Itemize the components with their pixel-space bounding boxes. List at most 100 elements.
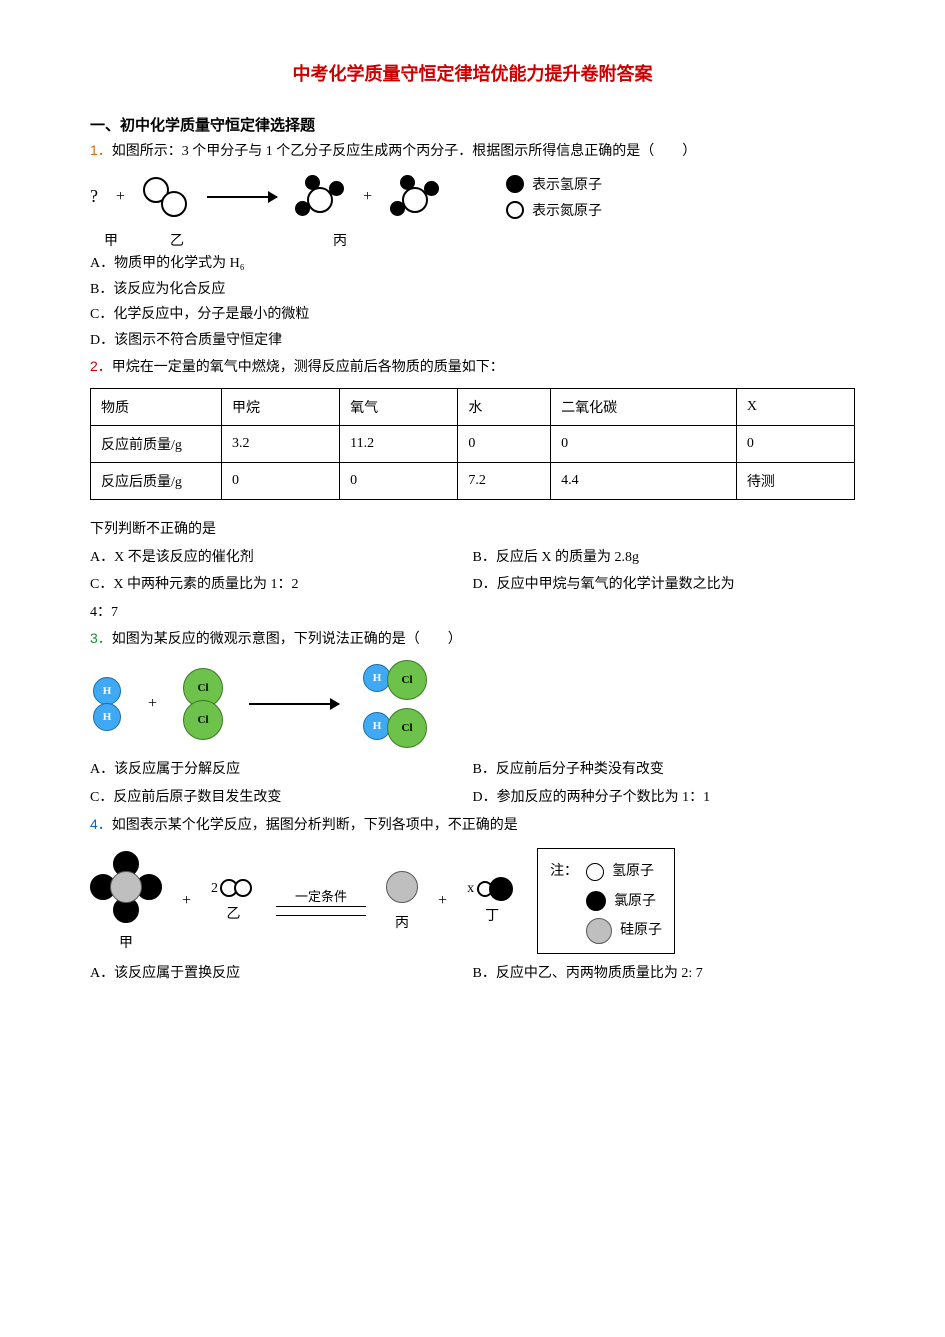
q2-choice-a: A．X 不是该反应的催化剂 <box>90 546 473 570</box>
coef-2: 2 <box>211 881 218 897</box>
row1-label: 反应前质量/g <box>91 425 222 462</box>
coef-x: x <box>467 881 474 897</box>
q1-choice-b: B．该反应为化合反应 <box>90 278 855 302</box>
h-atom-icon: H <box>93 677 121 705</box>
q1-mol-yi <box>143 177 189 217</box>
q2-choice-d-line2: 4：7 <box>90 601 855 625</box>
q1-choice-d: D．该图示不符合质量守恒定律 <box>90 329 855 353</box>
q2-choice-b: B．反应后 X 的质量为 2.8g <box>473 546 856 570</box>
label-ding: 丁 <box>467 905 517 925</box>
cell: 0 <box>736 425 854 462</box>
cl-atom-icon: Cl <box>183 700 223 740</box>
q1-legend: 表示氢原子 表示氮原子 <box>506 174 602 220</box>
legend-n: 表示氮原子 <box>532 200 602 220</box>
q2-choice-c: C．X 中两种元素的质量比为 1：2 <box>90 573 473 597</box>
hydrogen-atom-icon <box>506 175 524 193</box>
table-row: 反应前质量/g 3.2 11.2 0 0 0 <box>91 425 855 462</box>
q3-choice-c: C．反应前后原子数目发生改变 <box>90 786 473 810</box>
q4-mol-ding <box>477 877 517 901</box>
q1-number: 1． <box>90 142 112 158</box>
label-yi: 乙 <box>211 903 256 923</box>
q3-diagram: H H + Cl Cl H Cl H Cl <box>90 660 855 748</box>
q4-mol-bing <box>386 871 418 903</box>
label-jia: 甲 <box>90 932 162 952</box>
page-title: 中考化学质量守恒定律培优能力提升卷附答案 <box>90 60 855 86</box>
legend-intro: 注： <box>550 857 578 886</box>
q4-number: 4． <box>90 816 112 832</box>
label-bing: 丙 <box>300 230 380 250</box>
cl-atom-icon: Cl <box>387 660 427 700</box>
q2-choice-d: D．反应中甲烷与氧气的化学计量数之比为 <box>473 573 856 597</box>
q4-choice-b: B．反应中乙、丙两物质质量比为 2: 7 <box>473 962 856 986</box>
q4-legend: 注：氢原子 注：氯原子 注：硅原子 <box>537 848 675 954</box>
plus-sign: + <box>148 695 157 713</box>
plus-sign: + <box>438 892 447 910</box>
q2-text: 2．甲烷在一定量的氧气中燃烧，测得反应前后各物质的质量如下： <box>90 355 855 380</box>
q2-table: 物质 甲烷 氧气 水 二氧化碳 X 反应前质量/g 3.2 11.2 0 0 0… <box>90 388 855 500</box>
condition-label: 一定条件 <box>276 886 366 905</box>
q1-choice-c: C．化学反应中，分子是最小的微粒 <box>90 303 855 327</box>
label-bing: 丙 <box>386 912 418 932</box>
q3-choice-d: D．参加反应的两种分子个数比为 1：1 <box>473 786 856 810</box>
section-heading: 一、初中化学质量守恒定律选择题 <box>90 114 855 135</box>
legend-h: 氢原子 <box>612 857 654 886</box>
q3-mol-hcl-1: H Cl <box>363 660 433 700</box>
h-atom-icon: H <box>93 703 121 731</box>
q2-body: 甲烷在一定量的氧气中燃烧，测得反应前后各物质的质量如下： <box>112 360 504 375</box>
plus-sign: + <box>182 892 191 910</box>
label-yi: 乙 <box>154 230 200 250</box>
row2-label: 反应后质量/g <box>91 462 222 499</box>
th-co2: 二氧化碳 <box>551 388 737 425</box>
q3-text: 3．如图为某反应的微观示意图，下列说法正确的是（ ） <box>90 627 855 652</box>
cell: 4.4 <box>551 462 737 499</box>
q3-mol-cl2: Cl Cl <box>181 668 225 740</box>
arrow-icon <box>249 703 339 705</box>
cell: 3.2 <box>222 425 340 462</box>
arrow-icon <box>207 196 277 198</box>
plus-sign: + <box>116 188 125 206</box>
legend-h: 表示氢原子 <box>532 174 602 194</box>
q4-mol-jia <box>90 851 162 923</box>
q1-mol-bing-1 <box>295 175 345 219</box>
q4-diagram: 甲 + 2 乙 一定条件 丙 + <box>90 848 855 954</box>
cell: 0 <box>458 425 551 462</box>
q1-mol-bing-2 <box>390 175 440 219</box>
q3-mol-h2: H H <box>90 677 124 731</box>
chlorine-atom-icon <box>586 891 606 911</box>
q4-mol-yi <box>220 879 256 899</box>
q1-qmark: ? <box>90 186 98 206</box>
cell: 0 <box>222 462 340 499</box>
q3-mol-hcl-2: H Cl <box>363 708 433 748</box>
plus-sign: + <box>363 188 372 206</box>
legend-si: 硅原子 <box>620 916 662 945</box>
q2-number: 2． <box>90 358 112 374</box>
cell: 7.2 <box>458 462 551 499</box>
table-row: 物质 甲烷 氧气 水 二氧化碳 X <box>91 388 855 425</box>
q4-choice-a: A．该反应属于置换反应 <box>90 962 473 986</box>
q4-text: 4．如图表示某个化学反应，据图分析判断，下列各项中，不正确的是 <box>90 813 855 838</box>
q1-diagram-labels: 甲 乙 丙 <box>96 226 855 250</box>
q1-body: 如图所示：3 个甲分子与 1 个乙分子反应生成两个丙分子．根据图示所得信息正确的… <box>112 144 697 159</box>
th-ch4: 甲烷 <box>222 388 340 425</box>
cell: 0 <box>551 425 737 462</box>
th-h2o: 水 <box>458 388 551 425</box>
q4-body: 如图表示某个化学反应，据图分析判断，下列各项中，不正确的是 <box>112 818 518 833</box>
silicon-atom-icon <box>586 918 612 944</box>
cl-atom-icon: Cl <box>387 708 427 748</box>
condition-arrow: 一定条件 <box>276 886 366 916</box>
hydrogen-atom-icon <box>586 863 604 881</box>
q1-diagram: ? + + 表示氢原子 表示氮原子 <box>90 174 855 220</box>
th-x: X <box>736 388 854 425</box>
legend-cl: 氯原子 <box>614 887 656 916</box>
label-jia: 甲 <box>96 230 126 250</box>
q1-text: 1．如图所示：3 个甲分子与 1 个乙分子反应生成两个丙分子．根据图示所得信息正… <box>90 139 855 164</box>
q2-followup: 下列判断不正确的是 <box>90 518 855 542</box>
th-substance: 物质 <box>91 388 222 425</box>
q1-choice-a: A．物质甲的化学式为 H₆ <box>90 252 855 276</box>
q3-number: 3． <box>90 630 112 646</box>
table-row: 反应后质量/g 0 0 7.2 4.4 待测 <box>91 462 855 499</box>
q3-choice-a: A．该反应属于分解反应 <box>90 758 473 782</box>
cell: 待测 <box>736 462 854 499</box>
q3-body: 如图为某反应的微观示意图，下列说法正确的是（ ） <box>112 632 462 647</box>
cell: 0 <box>340 462 458 499</box>
